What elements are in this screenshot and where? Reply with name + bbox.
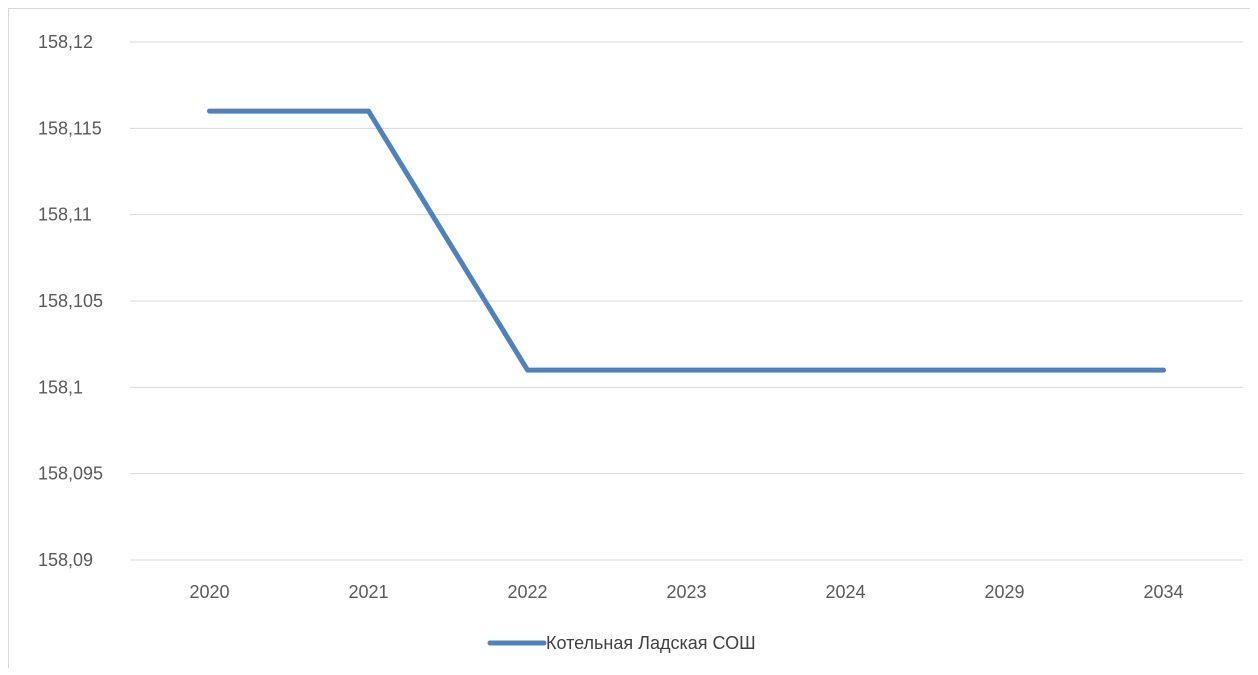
y-tick-label: 158,1 bbox=[38, 377, 83, 397]
x-tick-label: 2029 bbox=[984, 582, 1024, 602]
y-axis-tick-labels: 158,09 158,095 158,1 158,105 158,11 158,115 15… bbox=[38, 32, 103, 570]
x-tick-label: 2023 bbox=[666, 582, 706, 602]
x-tick-label: 2034 bbox=[1143, 582, 1183, 602]
x-tick-label: 2022 bbox=[507, 582, 547, 602]
x-tick-label: 2021 bbox=[348, 582, 388, 602]
x-tick-label: 2020 bbox=[189, 582, 229, 602]
gridlines bbox=[130, 41, 1243, 561]
y-tick-label: 158,12 bbox=[38, 32, 93, 52]
chart-frame bbox=[8, 8, 1250, 668]
y-tick-label: 158,105 bbox=[38, 291, 103, 311]
legend: Котельная Ладская СОШ bbox=[487, 633, 756, 653]
series-line bbox=[207, 108, 1166, 373]
series-group bbox=[207, 108, 1166, 373]
y-tick-label: 158,095 bbox=[38, 464, 103, 484]
y-tick-label: 158,115 bbox=[38, 118, 102, 138]
y-tick-label: 158,11 bbox=[38, 205, 92, 225]
x-axis-tick-labels: 2020 2021 2022 2023 2024 2029 2034 bbox=[189, 582, 1183, 602]
legend-label: Котельная Ладская СОШ bbox=[546, 633, 756, 653]
y-tick-label: 158,09 bbox=[38, 550, 93, 570]
x-tick-label: 2024 bbox=[825, 582, 865, 602]
